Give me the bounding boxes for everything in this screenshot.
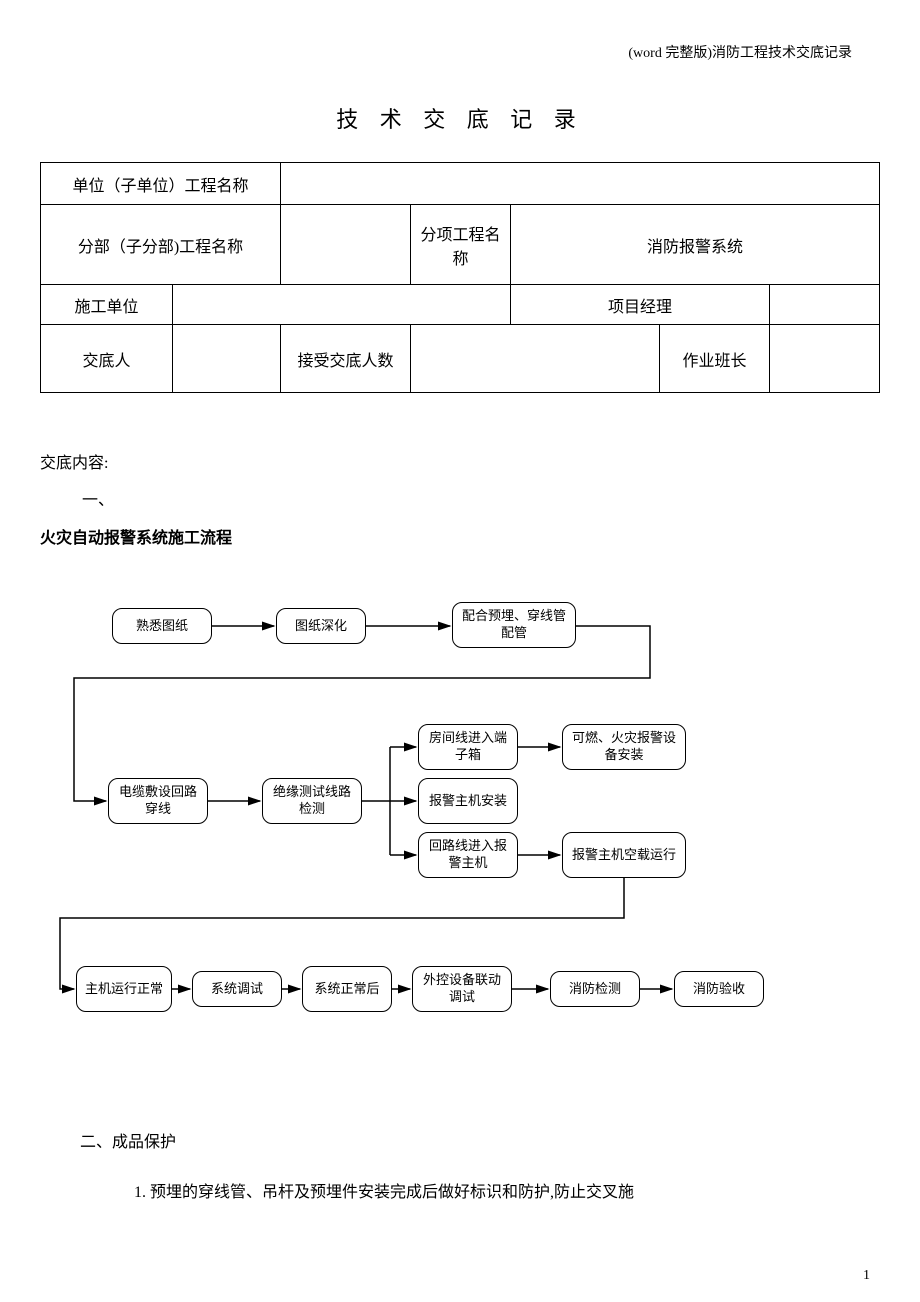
page-title: 技 术 交 底 记 录 — [0, 102, 920, 134]
cell-construction-unit-value — [173, 285, 511, 325]
flow-node-n3: 配合预埋、穿线管配管 — [452, 602, 576, 648]
cell-recipients-label: 接受交底人数 — [281, 325, 411, 393]
section1-title: 火灾自动报警系统施工流程 — [40, 524, 880, 548]
header-note: (word 完整版)消防工程技术交底记录 — [628, 42, 852, 62]
flow-node-n11: 主机运行正常 — [76, 966, 172, 1012]
cell-recipients-value — [411, 325, 660, 393]
flow-node-n6: 房间线进入端子箱 — [418, 724, 518, 770]
flow-node-n2: 图纸深化 — [276, 608, 366, 644]
flow-node-n1: 熟悉图纸 — [112, 608, 212, 644]
flow-node-n10: 报警主机空载运行 — [562, 832, 686, 878]
cell-pm-value — [770, 285, 880, 325]
page-number: 1 — [863, 1268, 870, 1284]
cell-unit-name-value — [281, 163, 880, 205]
flow-node-n16: 消防验收 — [674, 971, 764, 1007]
flow-node-n14: 外控设备联动调试 — [412, 966, 512, 1012]
flow-node-n8: 回路线进入报警主机 — [418, 832, 518, 878]
cell-disclosure-value — [173, 325, 281, 393]
cell-foreman-value — [770, 325, 880, 393]
cell-item-name-label: 分项工程名称 — [411, 205, 511, 285]
list-item-1: 1. 预埋的穿线管、吊杆及预埋件安装完成后做好标识和防护,防止交叉施 — [134, 1180, 834, 1206]
section1-num: 一、 — [40, 487, 880, 516]
cell-pm-label: 项目经理 — [511, 285, 770, 325]
flow-node-n7: 报警主机安装 — [418, 778, 518, 824]
flowchart: 熟悉图纸 图纸深化 配合预埋、穿线管配管电缆敷设回路穿线 绝缘测试线路检测 房间线进入端… — [40, 598, 880, 1118]
flow-node-n13: 系统正常后 — [302, 966, 392, 1012]
cell-disclosure-label: 交底人 — [41, 325, 173, 393]
flow-node-n15: 消防检测 — [550, 971, 640, 1007]
cell-foreman-label: 作业班长 — [660, 325, 770, 393]
flow-node-n4: 电缆敷设回路穿线 — [108, 778, 208, 824]
content-label: 交底内容: — [40, 450, 880, 479]
content-section: 交底内容: 一、 火灾自动报警系统施工流程 — [40, 450, 880, 564]
flow-node-n5: 绝缘测试线路检测 — [262, 778, 362, 824]
section2-title: 二、成品保护 — [80, 1128, 176, 1152]
flow-node-n9: 可燃、火灾报警设备安装 — [562, 724, 686, 770]
cell-section-name-label: 分部（子分部)工程名称 — [41, 205, 281, 285]
cell-unit-name-label: 单位（子单位）工程名称 — [41, 163, 281, 205]
cell-section-name-value — [281, 205, 411, 285]
cell-item-name-value: 消防报警系统 — [511, 205, 880, 285]
form-table: 单位（子单位）工程名称 分部（子分部)工程名称 分项工程名称 消防报警系统 施工… — [40, 162, 880, 393]
cell-construction-unit-label: 施工单位 — [41, 285, 173, 325]
flow-node-n12: 系统调试 — [192, 971, 282, 1007]
